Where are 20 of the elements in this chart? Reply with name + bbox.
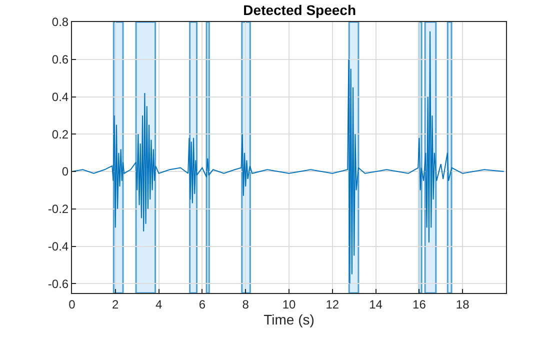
y-tick-label: 0.8 bbox=[52, 15, 69, 30]
x-tick-label: 2 bbox=[112, 297, 120, 312]
x-tick-label: 12 bbox=[326, 297, 340, 312]
x-tick-label: 16 bbox=[412, 297, 426, 312]
y-tick-label: -0.4 bbox=[48, 239, 69, 254]
y-tick-label: -0.2 bbox=[48, 202, 69, 216]
x-axis-title: Time (s) bbox=[264, 312, 314, 328]
x-tick-label: 10 bbox=[282, 297, 296, 312]
x-tick-label: 8 bbox=[242, 297, 250, 312]
x-tick-label: 4 bbox=[155, 297, 162, 312]
y-tick-label: 0 bbox=[62, 164, 69, 179]
y-tick-label: -0.6 bbox=[48, 276, 69, 291]
x-tick-label: 14 bbox=[369, 297, 383, 312]
chart-title: Detected Speech bbox=[243, 2, 356, 18]
x-tick-label: 6 bbox=[198, 297, 206, 312]
x-tick-label: 18 bbox=[456, 297, 470, 312]
line-series bbox=[72, 30, 504, 284]
y-tick-label: 0.2 bbox=[52, 127, 69, 142]
y-tick-label: 0.4 bbox=[52, 90, 69, 104]
y-tick-label: 0.6 bbox=[52, 52, 69, 67]
